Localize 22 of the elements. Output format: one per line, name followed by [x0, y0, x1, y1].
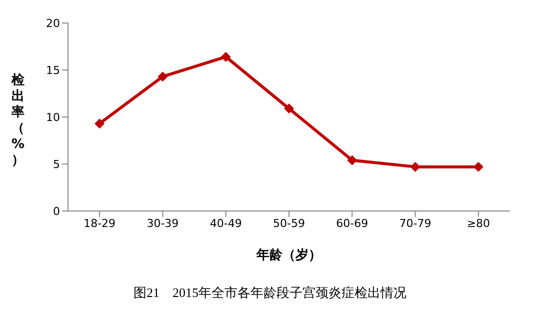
x-tick-label: ≥80	[466, 216, 490, 230]
point	[94, 118, 105, 129]
point	[410, 162, 420, 172]
y-tick-label: 10	[46, 110, 60, 124]
x-tick-label: 70-79	[399, 216, 432, 230]
x-tick-label: 60-69	[336, 216, 368, 230]
x-axis-title: 年龄（岁）	[256, 248, 322, 263]
y-tick-label: 5	[53, 158, 60, 171]
y-tick-label: 0	[53, 204, 60, 218]
point	[158, 72, 168, 82]
y-tick-label: 20	[46, 16, 60, 30]
point	[473, 162, 484, 172]
x-tick-label: 50-59	[273, 216, 305, 230]
text: 图21 2015年全市各年龄段子宫颈炎症检出情况	[134, 285, 406, 300]
y-axis-title: 检出率（%）	[10, 73, 26, 169]
x-tick-label: 40-49	[210, 216, 242, 230]
point	[284, 104, 294, 114]
point	[220, 52, 231, 62]
point	[347, 155, 358, 166]
y-tick-label: 15	[46, 64, 60, 77]
x-tick-label: 30-39	[146, 216, 179, 230]
x-tick-label: 18-29	[84, 216, 116, 230]
